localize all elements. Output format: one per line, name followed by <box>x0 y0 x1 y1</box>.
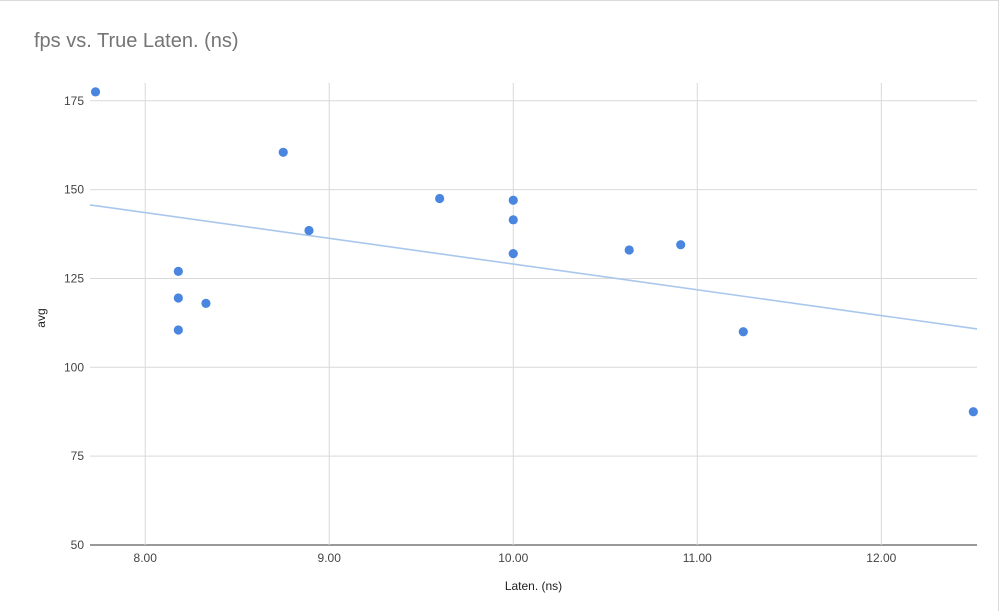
data-point <box>435 193 445 204</box>
data-point <box>201 298 211 308</box>
chart-title: fps vs. True Laten. (ns) <box>34 30 239 52</box>
trendline-layer <box>89 204 978 330</box>
x-tick-label: 8.00 <box>134 551 158 565</box>
y-tick-label: 75 <box>71 449 85 463</box>
y-axis-title: avg <box>34 308 48 327</box>
data-points <box>90 87 978 417</box>
x-tick-label: 11.00 <box>683 551 712 565</box>
x-tick-label: 12.00 <box>866 551 896 565</box>
data-point <box>173 293 183 303</box>
tick-labels: 50 75 100 125 150 175 8.00 9.00 10.00 11.00 12.00 <box>64 94 897 565</box>
y-tick-label: 100 <box>64 360 84 374</box>
y-tick-label: 125 <box>64 271 84 285</box>
data-point <box>90 87 101 97</box>
x-tick-label: 9.00 <box>318 551 342 565</box>
y-tick-label: 150 <box>64 183 84 197</box>
data-point <box>508 195 518 205</box>
x-tick-label: 10.00 <box>498 551 528 565</box>
data-point <box>173 266 183 276</box>
y-tick-label: 175 <box>64 94 84 108</box>
grid-lines <box>90 83 977 546</box>
x-axis-title: Laten. (ns) <box>505 579 562 593</box>
data-point <box>738 327 748 337</box>
data-point <box>508 215 518 225</box>
data-point <box>508 248 518 259</box>
data-point <box>173 325 183 335</box>
trendline <box>89 204 978 330</box>
y-tick-label: 50 <box>71 538 85 552</box>
data-point <box>968 407 978 417</box>
data-point <box>278 147 288 157</box>
data-point <box>624 245 634 255</box>
data-point <box>676 240 686 250</box>
data-point <box>304 225 314 236</box>
